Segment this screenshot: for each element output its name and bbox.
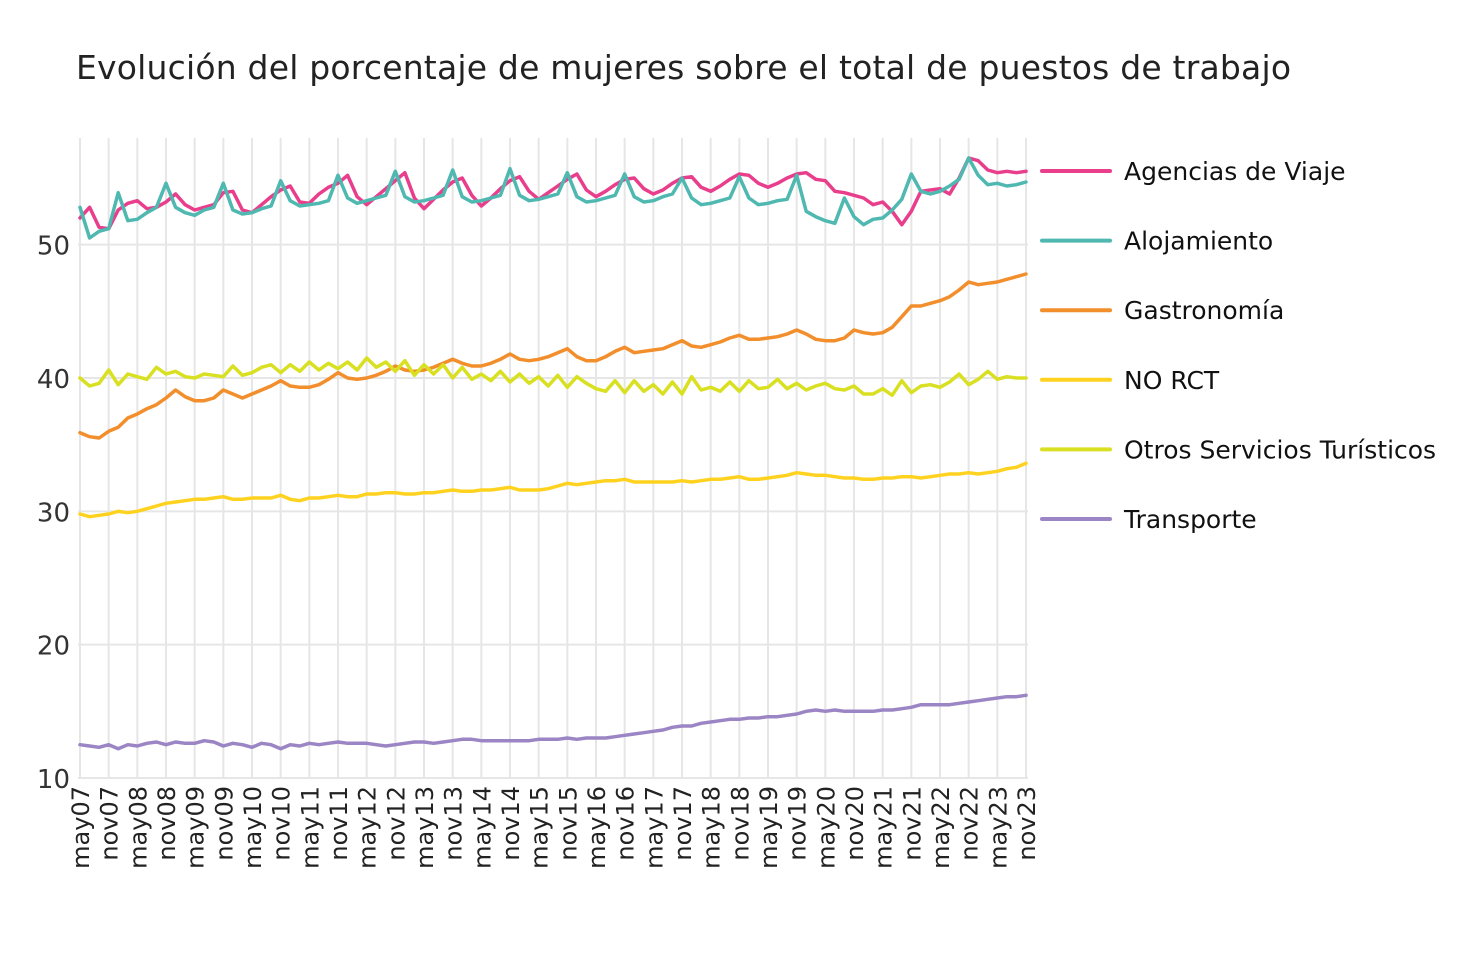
series-line-1	[78, 156, 1028, 240]
x-tick-label: may14	[468, 786, 496, 869]
x-tick-label: may16	[583, 786, 611, 869]
legend: Agencias de Viaje Alojamiento Gastronomía N…	[1040, 157, 1436, 534]
x-tick-label: nov11	[325, 786, 353, 861]
series-line-4	[78, 356, 1028, 398]
legend-label[interactable]: Gastronomía	[1124, 296, 1284, 325]
x-tick-label: nov10	[268, 786, 296, 861]
x-tick-label: may11	[296, 786, 324, 869]
legend-label[interactable]: Alojamiento	[1124, 227, 1273, 256]
x-tick-label: may17	[640, 786, 668, 869]
x-tick-label: nov20	[841, 786, 869, 861]
x-tick-label: may09	[182, 786, 210, 869]
x-tick-label: may12	[354, 786, 382, 869]
x-tick-label: may07	[67, 786, 95, 869]
x-tick-label: may08	[124, 786, 152, 869]
x-tick-label: may20	[812, 786, 840, 869]
x-tick-label: nov15	[554, 786, 582, 861]
series-line-2	[78, 272, 1028, 440]
y-axis: 10 20 30 40 50	[37, 232, 70, 795]
x-tick-label: nov16	[612, 786, 640, 861]
x-tick-label: nov17	[669, 786, 697, 861]
x-tick-label: nov07	[96, 786, 124, 861]
x-tick-label: may19	[755, 786, 783, 869]
x-tick-label: nov23	[1013, 786, 1041, 861]
x-tick-label: nov18	[726, 786, 754, 861]
x-tick-label: may23	[984, 786, 1012, 869]
x-tick-label: nov14	[497, 786, 525, 861]
y-tick-label: 20	[37, 632, 70, 662]
series-line-0	[78, 156, 1028, 231]
series-line-5	[78, 693, 1028, 751]
y-tick-label: 10	[37, 765, 70, 795]
series-line-3	[78, 461, 1028, 519]
x-tick-label: nov21	[898, 786, 926, 861]
chart-title: Evolución del porcentaje de mujeres sobr…	[76, 48, 1292, 87]
x-tick-label: nov19	[784, 786, 812, 861]
x-tick-label: may13	[411, 786, 439, 869]
x-tick-label: nov22	[956, 786, 984, 861]
x-tick-label: may21	[870, 786, 898, 869]
x-tick-label: may15	[526, 786, 554, 869]
grid-lines	[78, 138, 1028, 779]
x-tick-label: nov08	[153, 786, 181, 861]
legend-label[interactable]: Transporte	[1123, 505, 1257, 534]
legend-label[interactable]: Otros Servicios Turísticos	[1124, 435, 1436, 464]
legend-label[interactable]: Agencias de Viaje	[1124, 157, 1346, 186]
x-tick-label: may22	[927, 786, 955, 869]
y-tick-label: 50	[37, 232, 70, 262]
x-tick-label: may10	[239, 786, 267, 869]
x-tick-label: may18	[698, 786, 726, 869]
x-tick-label: nov13	[440, 786, 468, 861]
x-tick-label: nov09	[210, 786, 238, 861]
series-lines	[78, 156, 1028, 751]
legend-label[interactable]: NO RCT	[1124, 366, 1220, 395]
y-tick-label: 30	[37, 498, 70, 528]
x-tick-label: nov12	[382, 786, 410, 861]
x-axis: may07 nov07 may08 nov08 may09 nov09 may10 nov10…	[67, 786, 1041, 869]
y-tick-label: 40	[37, 365, 70, 395]
